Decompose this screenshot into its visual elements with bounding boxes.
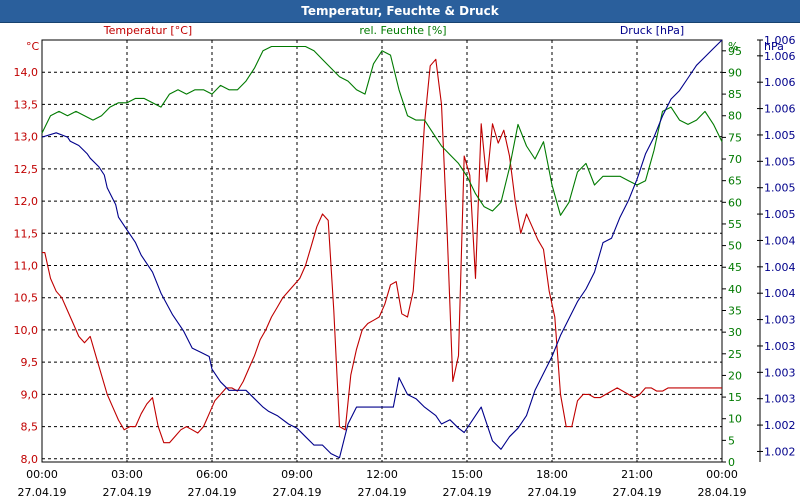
right2-tick-label: 1.002	[764, 419, 796, 432]
series-line-1	[42, 58, 722, 444]
right2-tick-label: 1.003	[764, 393, 796, 406]
right1-tick-label: 95	[728, 45, 742, 58]
legend-label-3: Druck [hPa]	[620, 24, 684, 37]
right2-tick-label: 1.006	[764, 34, 796, 47]
left-tick-label: 12,0	[14, 195, 39, 208]
right2-tick-label: 1.003	[764, 340, 796, 353]
right2-tick-label: 1.004	[764, 287, 796, 300]
right2-tick-label: 1.002	[764, 445, 796, 458]
right2-axis-unit: hPa	[764, 40, 784, 53]
right1-tick-label: 10	[728, 413, 742, 426]
right1-tick-label: 55	[728, 218, 742, 231]
x-tick-time: 06:00	[196, 468, 228, 481]
window-title: Temperatur, Feuchte & Druck	[0, 0, 800, 23]
right1-tick-label: 65	[728, 175, 742, 188]
right2-tick-label: 1.004	[764, 261, 796, 274]
chart-series	[41, 39, 723, 459]
left-tick-label: 10,5	[14, 292, 39, 305]
x-tick-time: 18:00	[536, 468, 568, 481]
right1-tick-label: 75	[728, 131, 742, 144]
chart: 00:00 27.04.19 03:00 27.04.19 06:00 27.04.19 0…	[14, 24, 796, 499]
series-line-2	[41, 45, 723, 216]
x-tick-date: 27.04.19	[613, 486, 662, 499]
chart-axes	[721, 39, 763, 463]
right2-tick-label: 1.003	[764, 314, 796, 327]
left-tick-label: 13,5	[14, 98, 39, 111]
left-tick-label: 8,0	[21, 453, 39, 466]
left-tick-label: 9,0	[21, 388, 39, 401]
x-tick-time: 03:00	[111, 468, 143, 481]
left-tick-label: 9,5	[21, 356, 39, 369]
right2-tick-label: 1.006	[764, 76, 796, 89]
right1-tick-label: 60	[728, 196, 742, 209]
left-tick-label: 11,0	[14, 259, 39, 272]
x-tick-time: 09:00	[281, 468, 313, 481]
right2-tick-label: 1.006	[764, 50, 796, 63]
right1-tick-label: 15	[728, 391, 742, 404]
right2-tick-label: 1.005	[764, 182, 796, 195]
right1-tick-label: 25	[728, 348, 742, 361]
right2-tick-label: 1.003	[764, 366, 796, 379]
right1-tick-label: 80	[728, 110, 742, 123]
left-tick-label: 14,0	[14, 66, 39, 79]
left-tick-label: 10,0	[14, 324, 39, 337]
left-tick-label: 13,0	[14, 131, 39, 144]
right1-tick-label: 85	[728, 88, 742, 101]
x-tick-date: 27.04.19	[18, 486, 67, 499]
x-tick-date: 27.04.19	[273, 486, 322, 499]
legend-label-2: rel. Feuchte [%]	[359, 24, 446, 37]
right1-tick-label: 30	[728, 326, 742, 339]
x-tick-date: 27.04.19	[358, 486, 407, 499]
series-line-3	[41, 39, 723, 459]
right2-tick-label: 1.004	[764, 234, 796, 247]
right2-tick-label: 1.006	[764, 103, 796, 116]
right1-tick-label: 90	[728, 66, 742, 79]
right1-tick-label: 40	[728, 283, 742, 296]
right1-tick-label: 35	[728, 305, 742, 318]
left-tick-label: 8,5	[21, 421, 39, 434]
x-tick-time: 00:00	[26, 468, 58, 481]
chart-grid	[41, 39, 723, 463]
x-tick-time: 00:00	[706, 468, 738, 481]
x-tick-time: 21:00	[621, 468, 653, 481]
x-tick-date: 27.04.19	[443, 486, 492, 499]
right1-tick-label: 0	[728, 456, 735, 469]
x-tick-date: 28.04.19	[698, 486, 747, 499]
x-tick-date: 27.04.19	[188, 486, 237, 499]
left-tick-label: 12,5	[14, 163, 39, 176]
right1-tick-label: 5	[728, 434, 735, 447]
left-tick-label: 11,5	[14, 227, 39, 240]
right2-tick-label: 1.005	[764, 129, 796, 142]
right2-tick-label: 1.005	[764, 208, 796, 221]
x-tick-date: 27.04.19	[103, 486, 152, 499]
right1-tick-label: 70	[728, 153, 742, 166]
chart-labels: 00:00 27.04.19 03:00 27.04.19 06:00 27.04.19 0…	[14, 24, 796, 499]
right1-axis-unit: %	[728, 40, 738, 53]
legend-label-1: Temperatur [°C]	[103, 24, 192, 37]
x-tick-time: 12:00	[366, 468, 398, 481]
right1-tick-label: 50	[728, 240, 742, 253]
right2-tick-label: 1.005	[764, 155, 796, 168]
right1-tick-label: 45	[728, 261, 742, 274]
left-axis-unit: °C	[26, 40, 40, 53]
right1-tick-label: 20	[728, 369, 742, 382]
x-tick-time: 15:00	[451, 468, 483, 481]
x-tick-date: 27.04.19	[528, 486, 577, 499]
